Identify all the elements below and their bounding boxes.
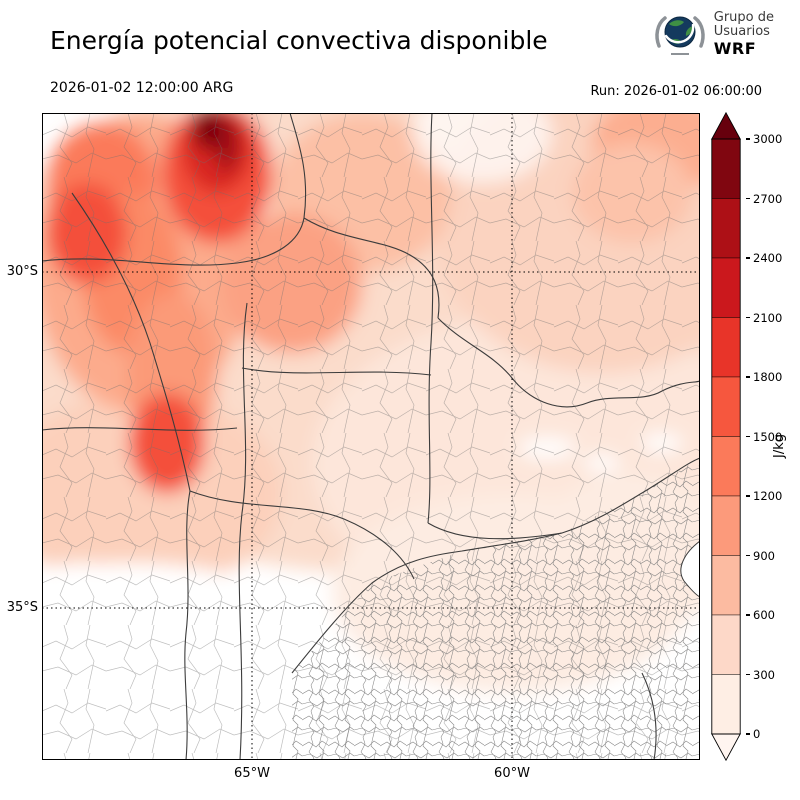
latlon-gridlines	[42, 113, 700, 760]
colorbar-segment	[711, 555, 741, 616]
colorbar-tick-label: 300	[746, 668, 775, 682]
province-borders	[42, 113, 700, 760]
colorbar-segment	[711, 198, 741, 259]
colorbar-segment	[711, 614, 741, 675]
colorbar-arrow-bottom	[711, 733, 741, 761]
rio-de-la-plata	[680, 540, 700, 598]
valid-time-label: 2026-01-02 12:00:00 ARG	[50, 80, 234, 96]
map-frame	[42, 113, 700, 760]
colorbar	[711, 112, 741, 761]
colorbar-segment	[711, 138, 741, 199]
globe-laurel-icon	[655, 16, 705, 55]
department-boundaries-fine-buenosaires	[292, 458, 700, 760]
logo-line-1: Grupo de	[713, 9, 774, 25]
colorbar-ticks: 3000 2700 2400 2100 1800 1500 1200 900 600 300 0	[746, 112, 796, 761]
cape-map	[42, 113, 700, 760]
colorbar-tick-label: 900	[746, 549, 775, 563]
colorbar-tick-label: 600	[746, 608, 775, 622]
cape-map-svg	[42, 113, 700, 760]
colorbar-segment	[711, 436, 741, 497]
colorbar-segment	[711, 376, 741, 437]
page-title: Energía potencial convectiva disponible	[50, 26, 548, 55]
colorbar-tick-label: 1200	[746, 489, 782, 503]
lon-tick-60w: 60°W	[494, 766, 530, 781]
colorbar-tick-label: 1800	[746, 370, 782, 384]
colorbar-arrow-top	[711, 112, 741, 140]
wrf-logo: Grupo de Usuarios WRF	[653, 10, 774, 58]
colorbar-tick-label: 2100	[746, 311, 782, 325]
colorbar-tick-label: 2700	[746, 192, 782, 206]
colorbar-segment	[711, 495, 741, 556]
run-time-label: Run: 2026-01-02 06:00:00	[590, 84, 762, 99]
colorbar-segment	[711, 674, 741, 735]
colorbar-tick-label: 3000	[746, 132, 782, 146]
logo-line-2: Usuarios	[713, 24, 770, 40]
colorbar-segment	[711, 317, 741, 378]
colorbar-tick-label: 1500	[746, 430, 782, 444]
colorbar-segments	[711, 138, 741, 735]
colorbar-tick-label: 0	[746, 727, 760, 741]
colorbar-unit-label: J/kg	[772, 434, 787, 458]
lon-tick-65w: 65°W	[234, 766, 270, 781]
colorbar-segment	[711, 257, 741, 318]
lat-tick-30s: 30°S	[6, 264, 38, 279]
logo-line-3: WRF	[713, 38, 757, 58]
lat-tick-35s: 35°S	[6, 600, 38, 615]
colorbar-tick-label: 2400	[746, 251, 782, 265]
